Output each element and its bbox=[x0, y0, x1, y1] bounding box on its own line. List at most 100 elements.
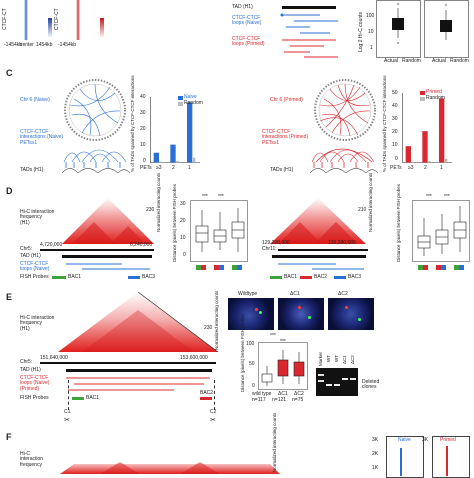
top-tick-left-2: -1454kb bbox=[58, 42, 77, 48]
e-micro-spot-4 bbox=[308, 316, 311, 319]
d-right-norm-label: Normalized interacting counts bbox=[368, 172, 373, 232]
d-right-bac3: BAC3 bbox=[348, 274, 362, 280]
c-right-x-2: 2 bbox=[424, 165, 427, 171]
d-right-boxplots bbox=[412, 200, 470, 262]
c-right-tads: TADs (H1) bbox=[270, 167, 294, 173]
e-micro-spot-3 bbox=[298, 306, 301, 309]
c-left-x-1: 1 bbox=[188, 165, 191, 171]
e-boxplots bbox=[258, 342, 308, 390]
e-c1: C1 bbox=[64, 409, 71, 415]
d-right-bac3-bar bbox=[334, 276, 346, 279]
d-right-tad-bar bbox=[272, 255, 366, 258]
c-right-axis bbox=[402, 93, 452, 163]
d-right-start: 129,200,000 bbox=[262, 240, 290, 246]
top-tad-label: TAD (H1) bbox=[232, 4, 253, 10]
c-left-bar-random-0 bbox=[159, 161, 162, 163]
c-left-axis bbox=[150, 97, 200, 163]
e-micro-image-c1 bbox=[278, 298, 324, 330]
d-left-heatmap bbox=[62, 198, 154, 244]
f-naive: Naive bbox=[398, 437, 411, 443]
e-micro-spot-6 bbox=[358, 318, 361, 321]
c-right-arcs bbox=[311, 148, 375, 168]
e-gel-band-1 bbox=[318, 374, 324, 376]
d-left-end: 6,240,000 bbox=[130, 242, 153, 248]
c-right-chr: Chr 6 (Primed) bbox=[270, 97, 303, 103]
c-left-x-ge3: ≥3 bbox=[156, 165, 162, 171]
top-boxplot-right bbox=[424, 0, 469, 58]
d-right-bac1-bar bbox=[270, 276, 282, 279]
e-c2-scissors-icon: ✂ bbox=[210, 417, 216, 424]
e-scale: 230 bbox=[204, 325, 213, 331]
panel-label-f: F bbox=[6, 432, 12, 442]
f-naive-peak bbox=[400, 448, 402, 476]
c-right-ytick-10: 10 bbox=[392, 142, 398, 148]
c-left-ytick-10: 10 bbox=[140, 142, 146, 148]
f-tick-3k: 3K bbox=[372, 437, 379, 443]
e-x-c2: ΔC2 bbox=[294, 391, 304, 397]
c-left-chr: Chr 6 (Naive) bbox=[20, 97, 50, 103]
f-tick-2k: 2K bbox=[372, 451, 379, 457]
d-left-tad-bar bbox=[62, 255, 152, 258]
c-left-ylabel: % of TADs spanned by CTCF-CTCF interacti… bbox=[130, 75, 135, 172]
e-tad-bar bbox=[66, 369, 212, 372]
c-right-bar-primed-1 bbox=[422, 131, 428, 163]
d-left-ytick-10: 10 bbox=[180, 235, 186, 241]
c-left-legend-naive-swatch bbox=[178, 96, 183, 100]
d-right-bac1: BAC1 bbox=[284, 274, 298, 280]
top-box-x-actual-2: Actual bbox=[432, 58, 446, 64]
f-norm-label: Normalized interacting counts bbox=[272, 412, 277, 472]
c-left-tads: TADs (H1) bbox=[20, 167, 44, 173]
c-right-pets: PETs bbox=[390, 165, 402, 171]
e-ytick-50: 50 bbox=[249, 361, 255, 367]
c-right-ylabel: % of TADs spanned by CTCF-CTCF interacti… bbox=[382, 75, 387, 172]
d-left-sig-2: *** bbox=[218, 194, 224, 200]
e-gel-lane-1: WT bbox=[326, 355, 331, 362]
e-loop-lines bbox=[66, 377, 210, 391]
d-right-loop-lines bbox=[278, 263, 364, 270]
e-micro-c2: ΔC2 bbox=[338, 291, 348, 297]
c-right-ytick-30: 30 bbox=[392, 116, 398, 122]
d-left-bac1-bar bbox=[52, 276, 66, 279]
d-left-xlabel-2-3 bbox=[214, 265, 219, 270]
e-gel-lane-3: ΔC1 bbox=[342, 355, 347, 364]
e-loops: CTCF-CTCF loops (Naive) (Primed) bbox=[20, 375, 50, 392]
e-c2-line bbox=[214, 380, 215, 410]
c-right-circos bbox=[314, 79, 376, 141]
e-micro-spot-1 bbox=[255, 308, 258, 311]
c-left-bar-naive-2 bbox=[187, 102, 193, 163]
d-left-bac3: BAC3 bbox=[142, 274, 156, 280]
e-start: 151,640,000 bbox=[40, 355, 68, 361]
top-box-x-actual: Actual bbox=[384, 58, 398, 64]
d-left-chr-bar bbox=[40, 249, 154, 251]
e-norm-label: Normalized interacting counts bbox=[214, 290, 219, 350]
c-right-bar-chart bbox=[402, 93, 452, 163]
d-right-xlabel-f bbox=[459, 265, 464, 270]
e-n-wt: n=117 bbox=[252, 397, 266, 403]
d-right-bac2: BAC2 bbox=[314, 274, 328, 280]
d-left-dist-label: Distance (pixels) between FISH probes bbox=[172, 183, 177, 262]
d-left-loop-lines bbox=[66, 263, 150, 270]
top-loops-primed: CTCF-CTCF loops (Primed) bbox=[232, 36, 265, 48]
c-right-tad-arcs bbox=[309, 168, 379, 174]
e-gel-band-5 bbox=[342, 378, 348, 380]
c-right-ytick-20: 20 bbox=[392, 129, 398, 135]
d-right-chr-bar bbox=[278, 249, 368, 251]
d-left-start: 4,720,000 bbox=[40, 242, 63, 248]
c-left-arcs bbox=[63, 149, 127, 168]
f-primed-frame bbox=[432, 436, 470, 478]
c-left-bar-naive-1 bbox=[170, 144, 176, 163]
c-left-bar-random-2 bbox=[193, 157, 196, 163]
e-heatmap bbox=[58, 291, 219, 353]
d-left-sig-1: *** bbox=[202, 194, 208, 200]
d-left-ytick-30: 30 bbox=[180, 201, 186, 207]
e-micro-wt: Wildtype bbox=[238, 291, 258, 297]
c-left-ytick-0: 0 bbox=[143, 158, 146, 164]
e-bac1-bar bbox=[72, 397, 84, 400]
top-boxplot-left bbox=[376, 0, 421, 58]
e-tad: TAD (H1) bbox=[20, 367, 41, 373]
c-left-ytick-20: 20 bbox=[140, 126, 146, 132]
top-heat-right bbox=[58, 0, 98, 40]
e-sig-2: *** bbox=[280, 339, 286, 345]
c-left-legend-naive: Naive bbox=[184, 94, 197, 100]
d-left-fish: FISH Probes bbox=[20, 274, 49, 280]
